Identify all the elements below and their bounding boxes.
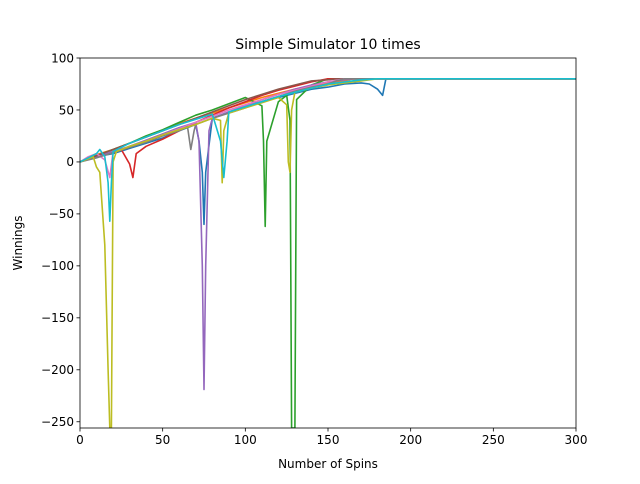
series-line-7 — [80, 78, 576, 179]
y-tick-label: −250 — [41, 415, 74, 429]
x-tick-label: 100 — [234, 433, 257, 447]
y-tick-label: 100 — [51, 51, 74, 65]
x-tick-label: 300 — [565, 433, 588, 447]
x-tick-label: 0 — [76, 433, 84, 447]
series-line-10 — [80, 78, 576, 222]
y-tick-label: 0 — [66, 155, 74, 169]
y-tick-label: −50 — [49, 207, 74, 221]
series-line-3 — [80, 78, 576, 428]
x-tick-label: 150 — [317, 433, 340, 447]
y-tick-label: 50 — [59, 103, 74, 117]
axes-layer: 0 50 100 150 200 250 300 100 50 0 −50 −100 −150 −200 −… — [41, 51, 587, 447]
chart-title: Simple Simulator 10 times — [235, 37, 420, 53]
x-axis-label: Number of Spins — [278, 457, 378, 471]
series-layer — [80, 78, 576, 428]
x-tick-label: 250 — [482, 433, 505, 447]
plot-area — [80, 58, 576, 428]
y-axis-label: Winnings — [11, 216, 25, 271]
y-tick-label: −200 — [41, 363, 74, 377]
x-tick-label: 200 — [399, 433, 422, 447]
x-tick-label: 50 — [155, 433, 170, 447]
y-tick-label: −100 — [41, 259, 74, 273]
y-tick-label: −150 — [41, 311, 74, 325]
